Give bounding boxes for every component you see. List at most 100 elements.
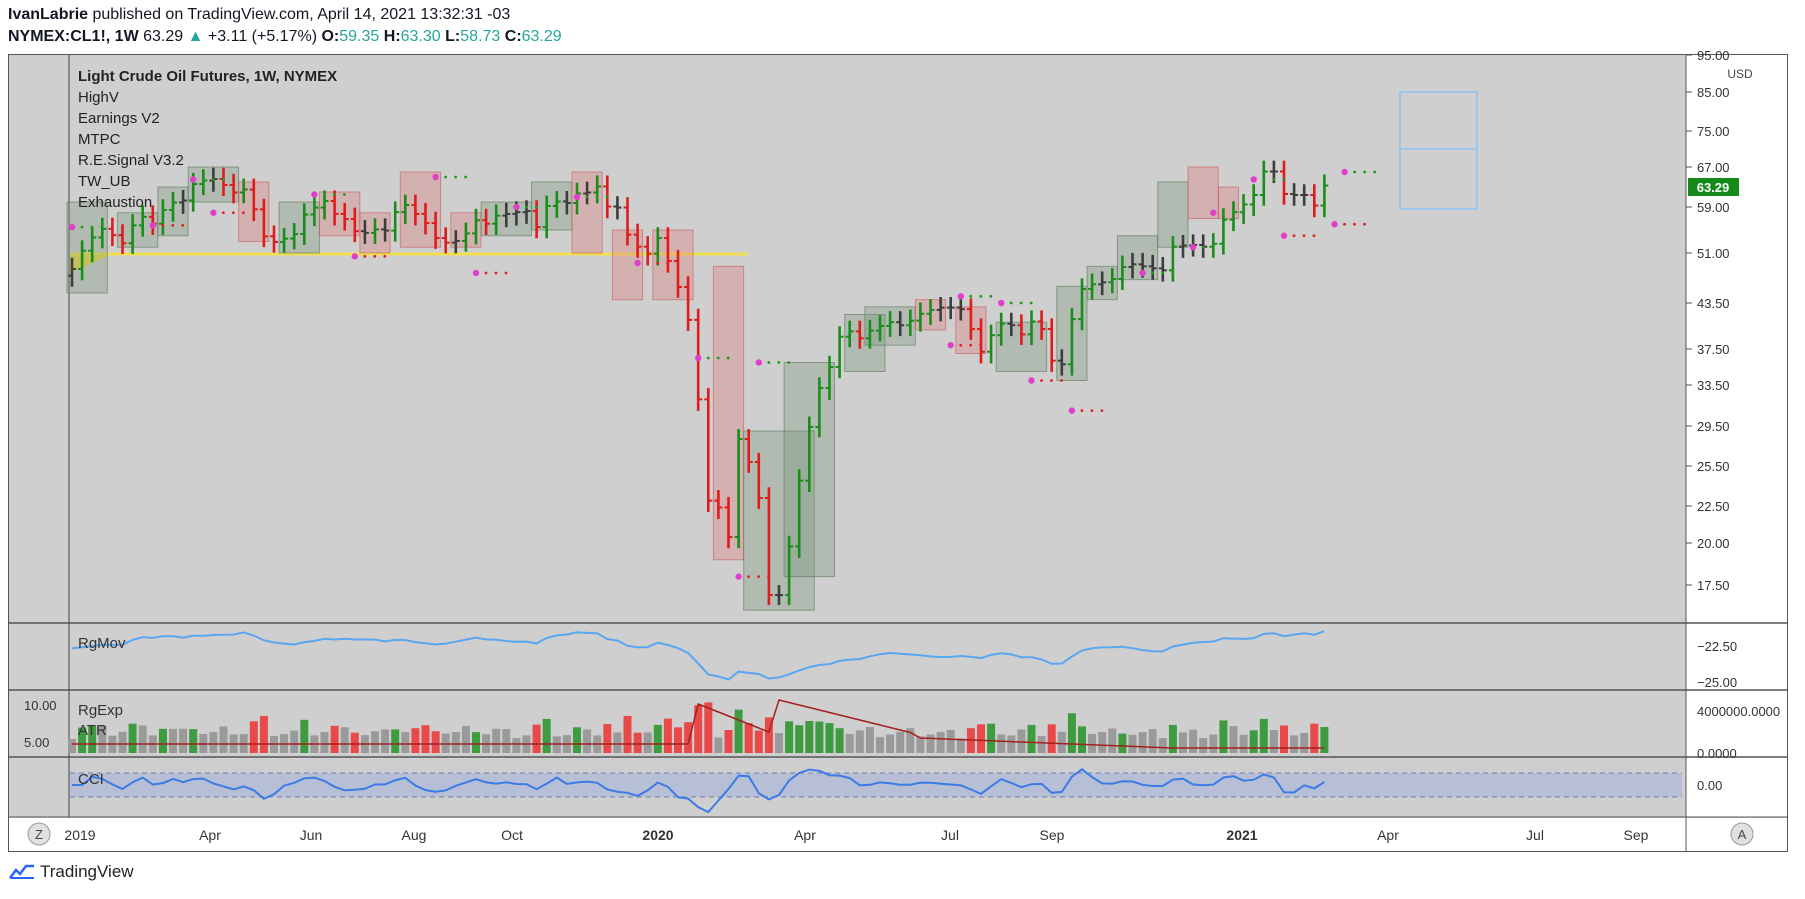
rgexp-bar[interactable] [1057,731,1066,753]
rgexp-bar[interactable] [1098,732,1107,753]
rgexp-bar[interactable] [1007,735,1016,753]
rgexp-bar[interactable] [1320,727,1329,753]
rgexp-bar[interactable] [1290,735,1299,753]
rgexp-bar[interactable] [684,722,693,753]
signal-dot[interactable] [1210,209,1217,216]
rgexp-bar[interactable] [1219,720,1228,753]
rgexp-bar[interactable] [411,728,420,753]
rgexp-bar[interactable] [1199,738,1208,753]
rgexp-bar[interactable] [330,725,339,753]
rgexp-bar[interactable] [865,727,874,753]
rgexp-bar[interactable] [583,729,592,753]
signal-dot[interactable] [1331,221,1338,228]
rgexp-bar[interactable] [946,730,955,753]
rgexp-bar[interactable] [805,721,814,753]
atr-line[interactable] [72,699,1325,749]
rgexp-bar[interactable] [835,728,844,753]
signal-dot[interactable] [634,259,641,267]
auto-scale-button[interactable] [1730,822,1754,846]
signal-dot[interactable] [1068,407,1076,414]
rgexp-bar[interactable] [391,729,400,753]
rgexp-bar[interactable] [785,721,794,753]
author-name[interactable]: IvanLabrie [8,6,89,23]
rgexp-bar[interactable] [643,732,652,753]
rgexp-bar[interactable] [1108,728,1117,754]
rgexp-bar[interactable] [1168,724,1177,753]
signal-dot[interactable] [311,191,318,198]
rgexp-bar[interactable] [795,725,804,753]
rgexp-bar[interactable] [1259,718,1268,753]
rgexp-bar[interactable] [502,729,511,753]
rgexp-bar[interactable] [764,717,773,753]
rgexp-bar[interactable] [451,732,460,753]
rgexp-label[interactable]: RgExp [78,702,124,719]
rgexp-bar[interactable] [1078,726,1086,753]
signal-zone[interactable] [1116,235,1159,281]
rgexp-bar[interactable] [1067,713,1076,753]
signal-dot[interactable] [1250,176,1257,183]
rgexp-bar[interactable] [1249,730,1258,753]
signal-dot[interactable] [1341,168,1348,176]
rgexp-bar[interactable] [573,727,581,753]
rgexp-bar[interactable] [1138,732,1147,753]
signal-dot[interactable] [1139,269,1146,277]
rgexp-bar[interactable] [1118,733,1127,753]
rgexp-bar[interactable] [825,723,834,753]
cci-line[interactable] [72,768,1325,814]
signal-zone[interactable] [1187,166,1219,219]
rgexp-bar[interactable] [613,732,622,753]
rgexp-bar[interactable] [926,734,935,754]
rgexp-bar[interactable] [663,718,672,753]
rgexp-bar[interactable] [98,725,107,754]
zoom-button[interactable] [27,822,51,846]
rgexp-bar[interactable] [371,731,379,753]
signal-zone[interactable] [652,229,694,301]
signal-dot[interactable] [957,293,964,300]
rgexp-bar[interactable] [1269,730,1278,753]
rgexp-bar[interactable] [1047,724,1056,753]
legend-item[interactable]: R.E.Signal V3.2 [78,152,184,169]
rgexp-bar[interactable] [815,721,824,753]
rgexp-bar[interactable] [169,728,177,753]
rgexp-bar[interactable] [542,718,551,753]
rgexp-bar[interactable] [876,737,884,753]
rgexp-bar[interactable] [714,737,723,754]
legend-item[interactable]: MTPC [78,131,121,148]
rgexp-bar[interactable] [461,726,470,753]
signal-zone[interactable] [319,191,361,237]
rgexp-bar[interactable] [350,732,359,753]
rgexp-bar[interactable] [1310,723,1319,753]
rgexp-bar[interactable] [936,732,945,753]
rgexp-bar[interactable] [189,729,198,753]
rgexp-bar[interactable] [1158,738,1167,753]
signal-dot[interactable] [149,222,156,229]
rgexp-bar[interactable] [512,738,521,753]
signal-zone[interactable] [117,212,159,248]
signal-dot[interactable] [190,176,197,183]
signal-dot[interactable] [1028,377,1035,384]
rgexp-bar[interactable] [179,728,188,753]
signal-dot[interactable] [947,341,954,349]
rgexp-bar[interactable] [1209,734,1218,754]
rgexp-bar[interactable] [1229,726,1238,753]
rgexp-bar[interactable] [1189,729,1198,753]
rgexp-bar[interactable] [1017,729,1026,753]
rgexp-bar[interactable] [623,715,632,753]
atr-label[interactable]: ATR [78,722,107,739]
rgexp-bar[interactable] [300,719,309,753]
target-box[interactable] [1399,91,1478,210]
rgexp-bar[interactable] [431,731,440,753]
rgexp-bar[interactable] [754,730,763,753]
legend-item[interactable]: Exhaustion [78,194,153,211]
rgexp-bar[interactable] [320,732,329,753]
legend-item[interactable]: TW_UB [78,173,131,190]
rgexp-bar[interactable] [896,731,905,753]
signal-dot[interactable] [210,209,217,216]
rgexp-bar[interactable] [1088,733,1097,753]
rgexp-bar[interactable] [472,732,480,753]
rgexp-bar[interactable] [997,734,1006,754]
rgexp-bar[interactable] [259,715,268,753]
rgexp-bar[interactable] [775,733,783,753]
rgexp-bar[interactable] [1037,736,1046,753]
